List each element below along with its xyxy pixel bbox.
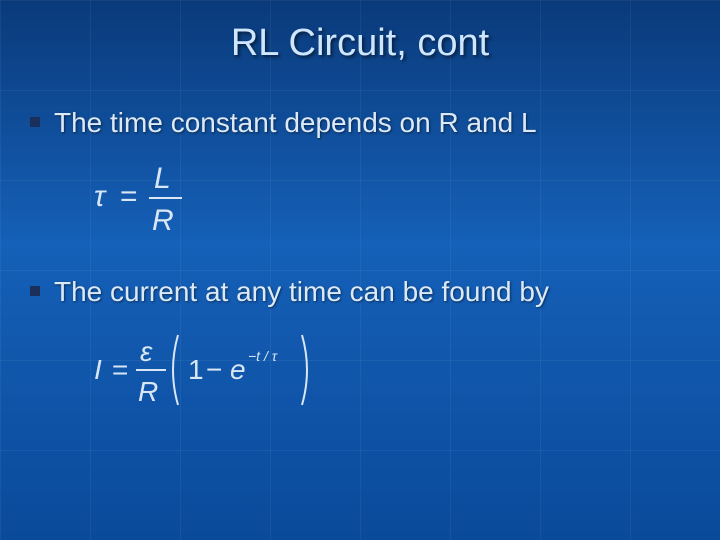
eq-tau-lhs: τ — [94, 180, 107, 213]
equation-current-svg: I = ε R 1 − e −t / τ — [94, 327, 324, 413]
eq-tau-den: R — [152, 204, 174, 237]
eq-I-lhs: I — [94, 354, 102, 385]
eq-I-rparen — [302, 335, 307, 405]
bullet-marker-icon — [30, 117, 40, 127]
equation-tau-svg: τ = L R — [94, 158, 204, 238]
equation-current: I = ε R 1 − e −t / τ — [94, 327, 690, 413]
eq-I-equals: = — [112, 354, 128, 385]
bullet-marker-icon — [30, 286, 40, 296]
slide: RL Circuit, cont The time constant depen… — [0, 0, 720, 540]
eq-I-e: e — [230, 354, 246, 385]
eq-I-den: R — [138, 376, 158, 407]
slide-title: RL Circuit, cont — [0, 0, 720, 75]
eq-I-lparen — [173, 335, 178, 405]
eq-I-exp: −t / τ — [248, 348, 278, 364]
bullet-item: The time constant depends on R and L — [30, 105, 690, 140]
eq-I-num: ε — [140, 336, 153, 367]
eq-I-one: 1 — [188, 354, 204, 385]
equation-tau: τ = L R — [94, 158, 690, 238]
bullet-text: The time constant depends on R and L — [54, 105, 537, 140]
eq-tau-num: L — [154, 162, 171, 195]
eq-tau-equals: = — [120, 180, 138, 213]
bullet-text: The current at any time can be found by — [54, 274, 549, 309]
bullet-item: The current at any time can be found by — [30, 274, 690, 309]
slide-body: The time constant depends on R and L τ =… — [0, 75, 720, 413]
eq-I-minus: − — [206, 354, 222, 385]
